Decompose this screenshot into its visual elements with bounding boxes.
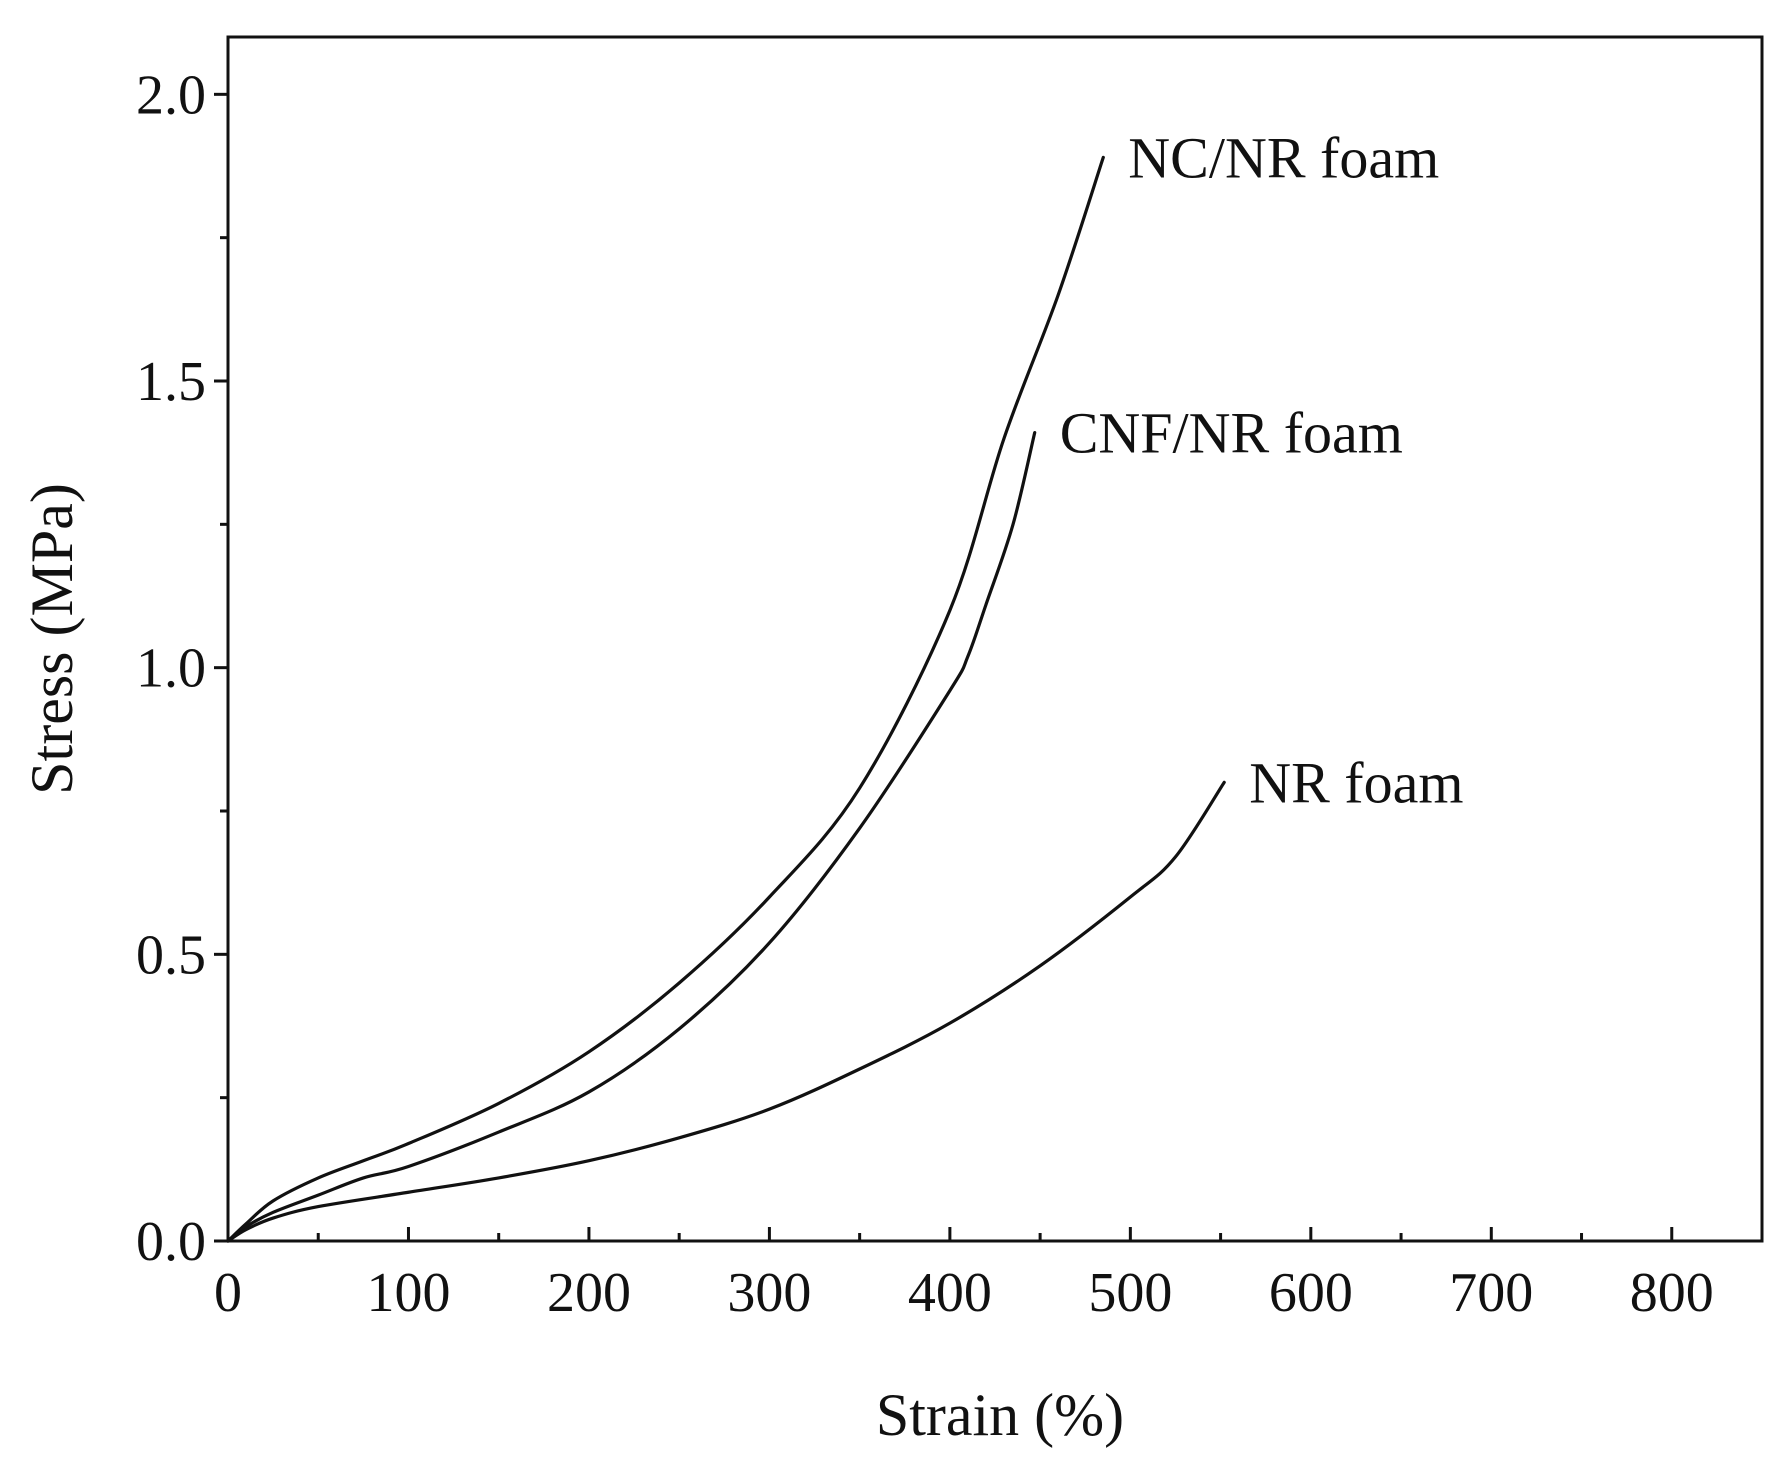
y-tick-label: 0.5 [136,924,206,986]
x-tick-labels: 0 100 200 300 400 500 600 700 800 [214,1262,1714,1324]
axis-ticks [214,92,1674,1243]
x-tick-label: 200 [547,1262,631,1324]
x-tick-label: 700 [1449,1262,1533,1324]
y-tick-label: 1.5 [136,351,206,413]
series-line-nr-foam [226,780,1226,1243]
y-tick-labels: 0.0 0.5 1.0 1.5 2.0 [136,64,206,1273]
series-group [226,155,1226,1243]
series-labels: NC/NR foam CNF/NR foam NR foam [1060,125,1464,815]
x-tick-label: 800 [1630,1262,1714,1324]
series-label-nr-foam: NR foam [1249,750,1463,815]
x-tick-label: 300 [727,1262,811,1324]
series-line-nc-nr-foam [226,155,1105,1243]
y-tick-label: 0.0 [136,1211,206,1273]
y-axis-title: Stress (MPa) [19,483,85,795]
x-tick-label: 500 [1088,1262,1172,1324]
y-tick-label: 1.0 [136,638,206,700]
x-axis-title: Strain (%) [876,1382,1124,1448]
x-tick-label: 100 [366,1262,450,1324]
series-line-cnf-nr-foam [226,431,1037,1243]
plot-frame [226,35,1764,1243]
x-tick-label: 0 [214,1262,242,1324]
series-label-nc-nr-foam: NC/NR foam [1128,125,1439,190]
y-tick-label: 2.0 [136,64,206,126]
series-label-cnf-nr-foam: CNF/NR foam [1060,401,1403,466]
x-tick-label: 600 [1269,1262,1353,1324]
x-tick-label: 400 [908,1262,992,1324]
